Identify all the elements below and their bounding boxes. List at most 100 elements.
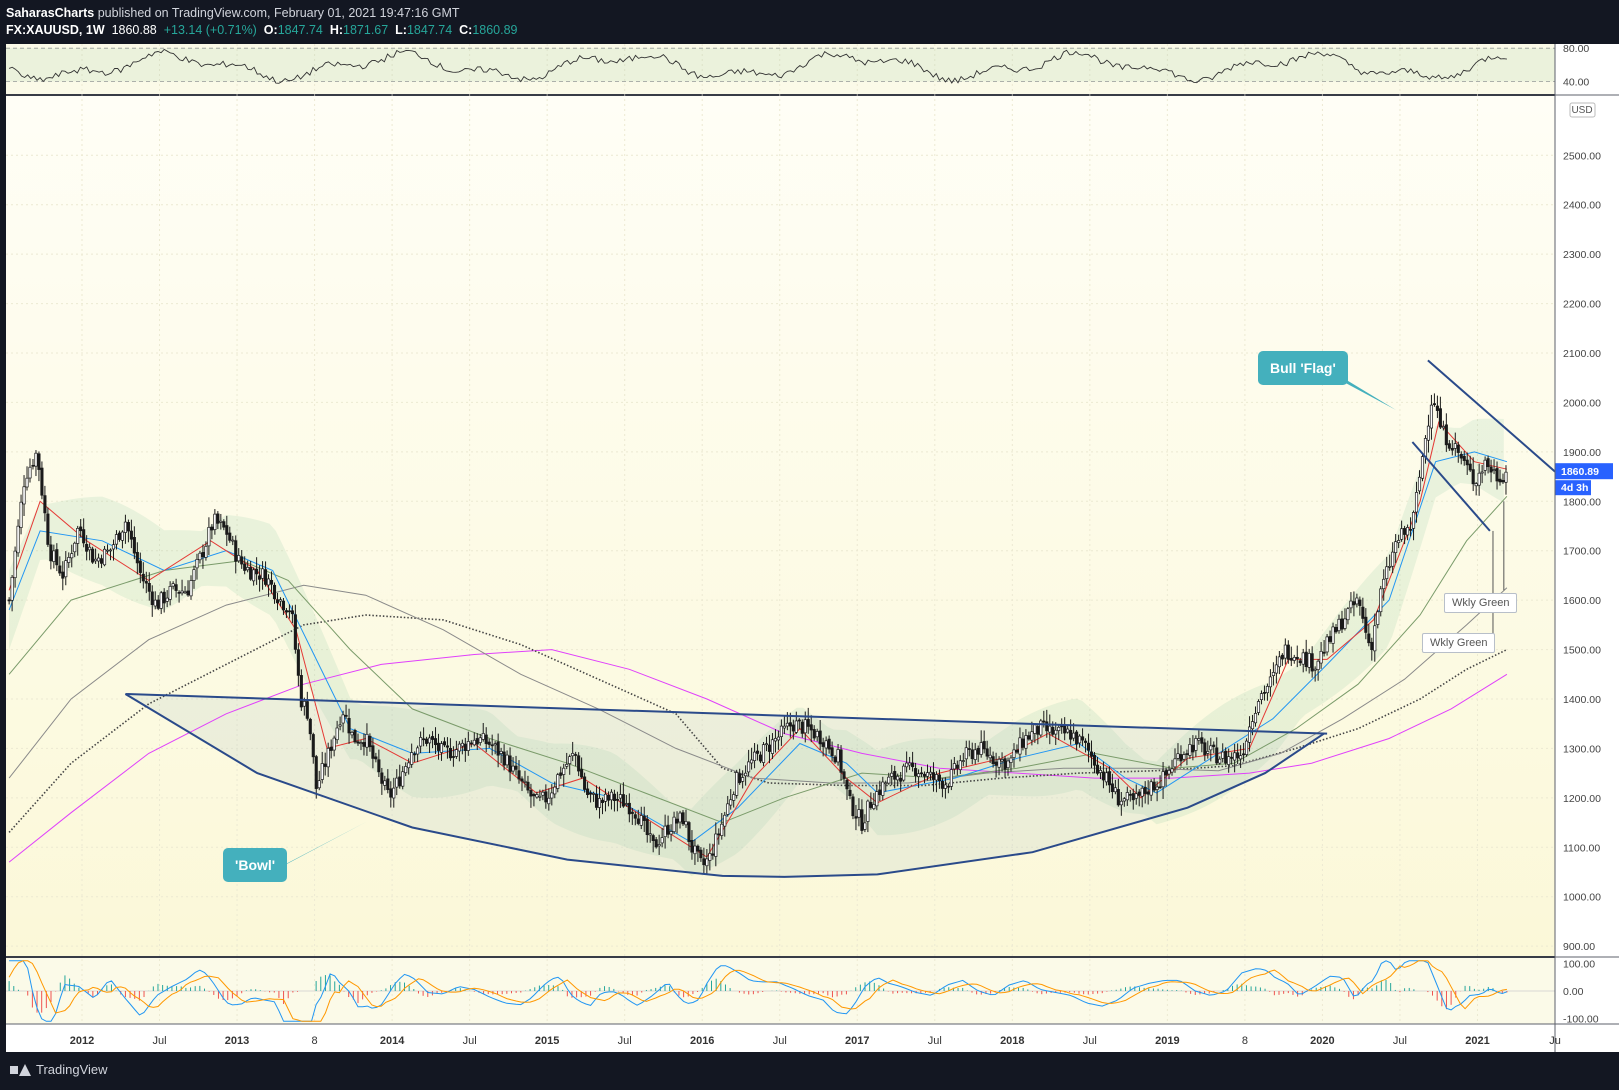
- candle-body: [1465, 459, 1469, 466]
- candle-body: [210, 526, 214, 531]
- price-axis[interactable]: [1555, 44, 1619, 1052]
- candle-body: [1072, 732, 1076, 739]
- candle-body: [1409, 528, 1413, 531]
- macd-tick-label: 0.00: [1563, 986, 1584, 998]
- candle-body: [1131, 793, 1135, 801]
- candle-body: [657, 844, 661, 847]
- candle-body: [806, 719, 810, 727]
- candle-body: [490, 744, 494, 747]
- candle-body: [976, 747, 980, 755]
- candle-body: [633, 814, 637, 819]
- candle-body: [908, 762, 912, 766]
- wkly-green-label-2[interactable]: Wkly Green: [1422, 633, 1496, 653]
- candle-body: [1110, 783, 1114, 793]
- candle-body: [275, 599, 280, 604]
- candle-body: [1060, 725, 1064, 728]
- candle-body: [478, 737, 482, 743]
- candle-body: [1298, 660, 1302, 664]
- candle-body: [505, 754, 509, 766]
- close-value: 1860.89: [472, 23, 518, 37]
- candle-body: [776, 736, 780, 741]
- band-area: [9, 418, 1504, 876]
- candle-body: [770, 739, 775, 754]
- y-tick-label: 1200.00: [1563, 793, 1601, 805]
- wkly-green-label-1[interactable]: Wkly Green: [1444, 593, 1518, 613]
- candle-body: [1355, 597, 1359, 605]
- x-tick-label: Jul: [618, 1035, 632, 1047]
- candle-body: [108, 549, 113, 552]
- candle-body: [875, 791, 879, 807]
- author[interactable]: SaharasCharts: [6, 6, 95, 20]
- bowl-callout[interactable]: 'Bowl': [223, 848, 288, 882]
- candle-body: [1447, 443, 1451, 449]
- rsi-indicator: [6, 47, 1555, 84]
- tradingview-logo-icon[interactable]: [10, 1063, 31, 1077]
- candle-body: [511, 765, 515, 772]
- candle-body: [600, 799, 605, 803]
- candle-body: [1486, 458, 1490, 468]
- candle-body: [1155, 786, 1159, 790]
- candle-body: [726, 803, 730, 815]
- candle-body: [138, 560, 142, 573]
- x-tick-label: 8: [1242, 1035, 1248, 1047]
- candle-body: [252, 569, 256, 582]
- candle-body: [189, 580, 193, 597]
- symbol-label[interactable]: FX:XAUUSD, 1W: [6, 23, 105, 37]
- time-axis[interactable]: [6, 1024, 1555, 1052]
- candle-body: [64, 560, 68, 578]
- candle-body: [419, 737, 423, 747]
- candle-body: [535, 794, 539, 798]
- candle-body: [1239, 755, 1243, 760]
- countdown-label: 4d 3h: [1561, 482, 1588, 494]
- candle-body: [55, 549, 59, 566]
- candle-body: [603, 793, 608, 802]
- candle-body: [1471, 469, 1475, 485]
- candle-body: [422, 738, 426, 741]
- candle-body: [19, 501, 23, 528]
- candle-body: [1015, 749, 1019, 753]
- candle-body: [660, 837, 664, 844]
- candle-body: [162, 591, 166, 604]
- candle-body: [651, 835, 655, 841]
- candle-body: [401, 771, 405, 787]
- candle-body: [1128, 794, 1132, 796]
- candle-body: [592, 793, 596, 795]
- candle-body: [684, 821, 688, 826]
- candle-body: [1316, 660, 1320, 670]
- candle-body: [111, 544, 116, 550]
- flag-callout[interactable]: Bull 'Flag': [1258, 351, 1348, 385]
- candle-body: [803, 719, 807, 734]
- candle-body: [636, 818, 640, 824]
- candle-body: [860, 809, 864, 831]
- candle-body: [457, 743, 461, 752]
- candle-body: [329, 746, 333, 751]
- candle-body: [1259, 693, 1264, 700]
- candle-body: [356, 741, 360, 744]
- candle-body: [815, 731, 819, 738]
- rsi-pane: [6, 44, 1555, 94]
- high-label: H:: [329, 23, 344, 37]
- candle-body: [1113, 787, 1117, 793]
- candle-body: [964, 747, 968, 760]
- candle-body: [1280, 654, 1284, 660]
- candle-body: [851, 796, 855, 817]
- candle-body: [1313, 668, 1317, 671]
- candle-body: [186, 590, 190, 596]
- candle-body: [925, 772, 930, 777]
- candle-body: [952, 763, 956, 770]
- candle-body: [1256, 701, 1261, 713]
- candle-body: [1224, 750, 1228, 764]
- candle-body: [612, 793, 616, 801]
- candle-body: [812, 729, 816, 739]
- candle-body: [1176, 753, 1180, 759]
- candle-body: [1477, 472, 1481, 486]
- candle-body: [788, 722, 792, 727]
- footer-brand[interactable]: TradingView: [36, 1062, 108, 1077]
- bollinger-bands: [9, 418, 1504, 876]
- y-tick-label: 1700.00: [1563, 546, 1601, 558]
- candle-body: [1030, 731, 1034, 741]
- candle-body: [359, 742, 363, 745]
- candle-body: [723, 814, 727, 827]
- candle-body: [881, 781, 885, 796]
